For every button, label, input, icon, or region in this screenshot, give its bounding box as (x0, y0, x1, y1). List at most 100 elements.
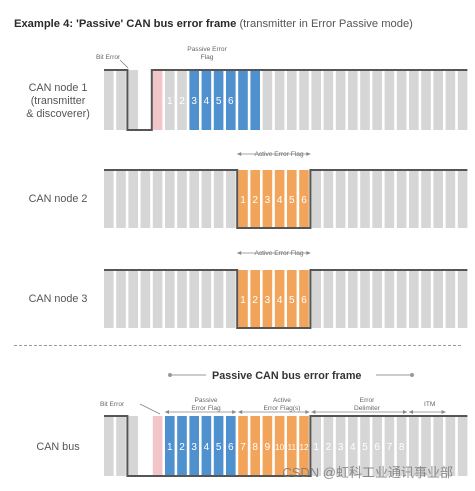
passive-flag-bus-label: Passive Error Flag (191, 397, 221, 412)
bus-cell (457, 416, 468, 476)
bus-gray-number: 1 (313, 442, 319, 453)
node3-cell (433, 270, 443, 328)
node1-cell (396, 70, 407, 130)
passive-flag-top-label: Passive Error Flag (187, 46, 227, 61)
bus-cell (409, 416, 419, 476)
node3-cell (457, 270, 468, 328)
bus-cell (299, 416, 309, 476)
node3-cell (323, 270, 334, 328)
bus-itm-span-arrow-left (409, 410, 413, 414)
node2-cell (409, 170, 419, 228)
node3-cell (213, 270, 224, 328)
node2-number: 3 (265, 195, 271, 206)
node2-cell (104, 170, 114, 228)
node2-cell (287, 170, 297, 228)
node2-cell (140, 170, 151, 228)
node1-cell (323, 70, 334, 130)
node2-cell (396, 170, 407, 228)
bus-orange-number: 7 (240, 442, 246, 453)
node1-bit-error-pointer (119, 59, 129, 69)
node2-cell (311, 170, 321, 228)
node3-cell (409, 270, 419, 328)
node3-number: 5 (289, 295, 295, 306)
node1-cell (238, 70, 248, 130)
bus-delim-span-arrow-left (311, 410, 316, 414)
node3-cell (165, 270, 175, 328)
bus-cell (335, 416, 346, 476)
node3-cell (128, 270, 138, 328)
node2-number: 1 (240, 195, 246, 206)
node2-number: 4 (277, 195, 283, 206)
node3-number: 6 (301, 295, 307, 306)
node1-signal (104, 69, 468, 131)
node2-cell (335, 170, 346, 228)
bus-cell (104, 416, 114, 476)
bus-active-span-arrow-right (305, 410, 310, 414)
node1-cell (116, 70, 126, 130)
node1-cell (335, 70, 346, 130)
node1-number: 1 (167, 96, 173, 107)
bus-cell (372, 416, 382, 476)
bus-cell (152, 416, 163, 476)
title-bold: Example 4: 'Passive' CAN bus error frame (14, 18, 237, 30)
bus-blue-number: 3 (191, 442, 197, 453)
active-flag-n2-label: Active Error Flag (254, 151, 304, 158)
node3-cell (445, 270, 456, 328)
separator-line (14, 345, 461, 346)
active-flags-bus-label: Active Error Flag(s) (263, 397, 301, 412)
bus-cell (238, 416, 248, 476)
bus-cell (165, 416, 175, 476)
node1-cell (299, 70, 309, 130)
node1-cell (250, 70, 260, 130)
bus-cell (360, 416, 370, 476)
node2-cell (299, 170, 309, 228)
bus-blue-number: 1 (167, 442, 173, 453)
diagram-title: Example 4: 'Passive' CAN bus error frame… (14, 18, 413, 30)
bus-delim-span-arrow-right (403, 410, 407, 414)
bit-error-bus-label: Bit Error (100, 401, 125, 408)
bus-cell (421, 416, 431, 476)
node1-cell (372, 70, 382, 130)
bus-passive-span-arrow-left (165, 410, 169, 414)
node1-cell (433, 70, 443, 130)
node2-cell (348, 170, 358, 228)
node3-cell (372, 270, 382, 328)
node1-cell (165, 70, 175, 130)
node1-cell (201, 70, 212, 130)
node3-label: CAN node 3 (28, 293, 88, 305)
node3-cell (348, 270, 358, 328)
node3-number: 1 (240, 295, 246, 306)
node3-cell (311, 270, 321, 328)
bus-bit-error-pointer (139, 403, 161, 415)
node2-label: CAN node 2 (28, 193, 88, 205)
node3-cell (335, 270, 346, 328)
node3-number: 2 (252, 295, 258, 306)
node3-cell (201, 270, 212, 328)
node1-cell (189, 70, 199, 130)
node2-number: 2 (252, 195, 258, 206)
node2-flag-span-arrow-left (237, 152, 242, 156)
node2-signal (104, 169, 468, 229)
bus-cell (250, 416, 260, 476)
node3-cell (116, 270, 126, 328)
bus-blue-number: 4 (204, 442, 210, 453)
node2-cell (323, 170, 334, 228)
node2-cell (457, 170, 468, 228)
node3-cell (421, 270, 431, 328)
bus-orange-number: 11 (288, 443, 297, 452)
node1-number: 6 (228, 96, 234, 107)
node1-cell (128, 70, 138, 130)
bus-cell (189, 416, 199, 476)
node2-cell (213, 170, 224, 228)
bus-orange-number: 10 (275, 443, 284, 452)
bus-cell (348, 416, 358, 476)
bus-itm-span-arrow-right (441, 410, 446, 414)
bus-active-span-arrow-left (238, 410, 243, 414)
bus-cell (201, 416, 212, 476)
bus-orange-number: 12 (300, 443, 309, 452)
node2-flag-span-arrow-right (306, 152, 311, 156)
node3-cell (262, 270, 273, 328)
node1-cell (287, 70, 297, 130)
node2-cell (238, 170, 248, 228)
